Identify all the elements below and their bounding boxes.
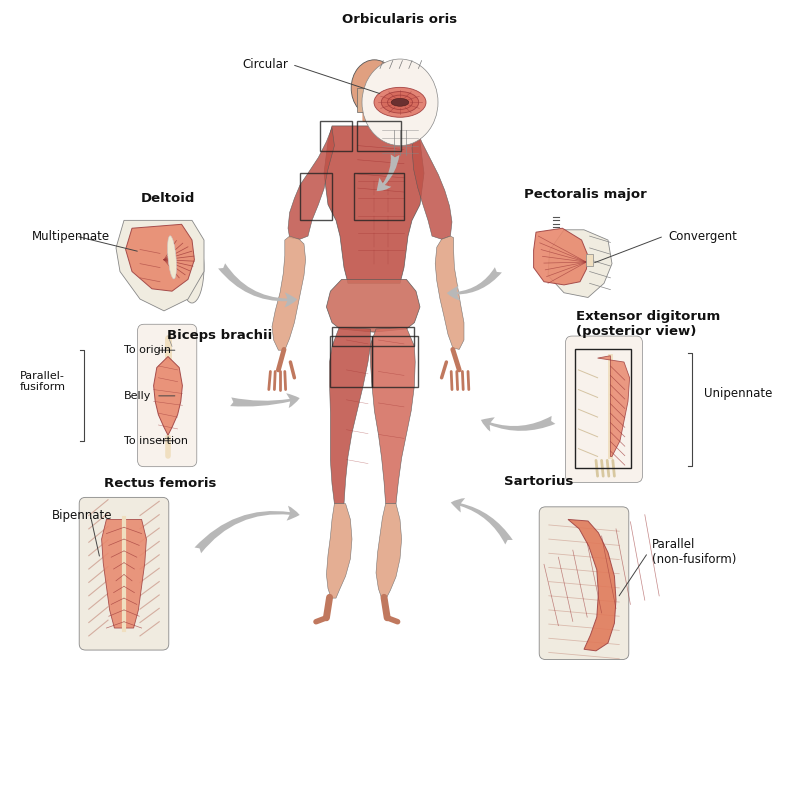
- Polygon shape: [324, 126, 424, 283]
- Ellipse shape: [351, 60, 398, 116]
- Text: To origin: To origin: [124, 345, 171, 355]
- Polygon shape: [154, 357, 182, 435]
- Ellipse shape: [391, 98, 409, 106]
- Polygon shape: [412, 127, 452, 239]
- Polygon shape: [126, 224, 194, 291]
- FancyBboxPatch shape: [362, 87, 386, 122]
- Text: Belly: Belly: [124, 391, 151, 401]
- Bar: [330, 336, 372, 387]
- Polygon shape: [370, 327, 415, 504]
- Text: Biceps brachii: Biceps brachii: [167, 329, 273, 342]
- Text: Rectus femoris: Rectus femoris: [104, 476, 216, 490]
- Polygon shape: [376, 504, 402, 598]
- Ellipse shape: [180, 232, 204, 303]
- Polygon shape: [534, 228, 588, 285]
- Ellipse shape: [382, 91, 418, 113]
- Polygon shape: [272, 236, 306, 350]
- Polygon shape: [330, 327, 370, 504]
- Text: Bipennate: Bipennate: [52, 509, 113, 522]
- Bar: [586, 254, 593, 266]
- Polygon shape: [116, 220, 204, 311]
- Ellipse shape: [362, 59, 438, 146]
- Text: Extensor digitorum
(posterior view): Extensor digitorum (posterior view): [576, 310, 720, 338]
- Text: Pectoralis major: Pectoralis major: [524, 187, 646, 201]
- Text: Convergent: Convergent: [668, 230, 737, 242]
- Bar: [354, 173, 404, 220]
- Bar: [300, 173, 332, 220]
- FancyBboxPatch shape: [138, 324, 197, 467]
- Polygon shape: [326, 279, 420, 332]
- Ellipse shape: [167, 236, 177, 279]
- Bar: [357, 88, 393, 112]
- Text: Circular: Circular: [242, 58, 288, 71]
- Text: Deltoid: Deltoid: [141, 191, 195, 205]
- Bar: [332, 327, 414, 346]
- Text: Multipennate: Multipennate: [32, 230, 110, 242]
- Text: To insertion: To insertion: [124, 436, 188, 445]
- Ellipse shape: [374, 87, 426, 117]
- Bar: [357, 121, 401, 151]
- FancyBboxPatch shape: [539, 507, 629, 660]
- Text: Sartorius: Sartorius: [504, 475, 574, 488]
- Polygon shape: [326, 504, 352, 598]
- Polygon shape: [288, 127, 334, 239]
- Text: Unipennate: Unipennate: [704, 387, 772, 400]
- Bar: [372, 336, 418, 387]
- Polygon shape: [548, 230, 612, 297]
- Polygon shape: [102, 519, 146, 628]
- FancyBboxPatch shape: [566, 336, 642, 482]
- Bar: [575, 349, 631, 468]
- Text: Parallel-
fusiform: Parallel- fusiform: [20, 371, 66, 393]
- Text: Parallel
(non-fusiform): Parallel (non-fusiform): [652, 538, 736, 567]
- Polygon shape: [568, 519, 616, 651]
- FancyBboxPatch shape: [79, 497, 169, 650]
- Polygon shape: [598, 356, 630, 456]
- Text: Orbicularis oris: Orbicularis oris: [342, 13, 458, 26]
- Bar: [320, 121, 352, 151]
- Ellipse shape: [387, 95, 413, 109]
- Polygon shape: [435, 236, 464, 349]
